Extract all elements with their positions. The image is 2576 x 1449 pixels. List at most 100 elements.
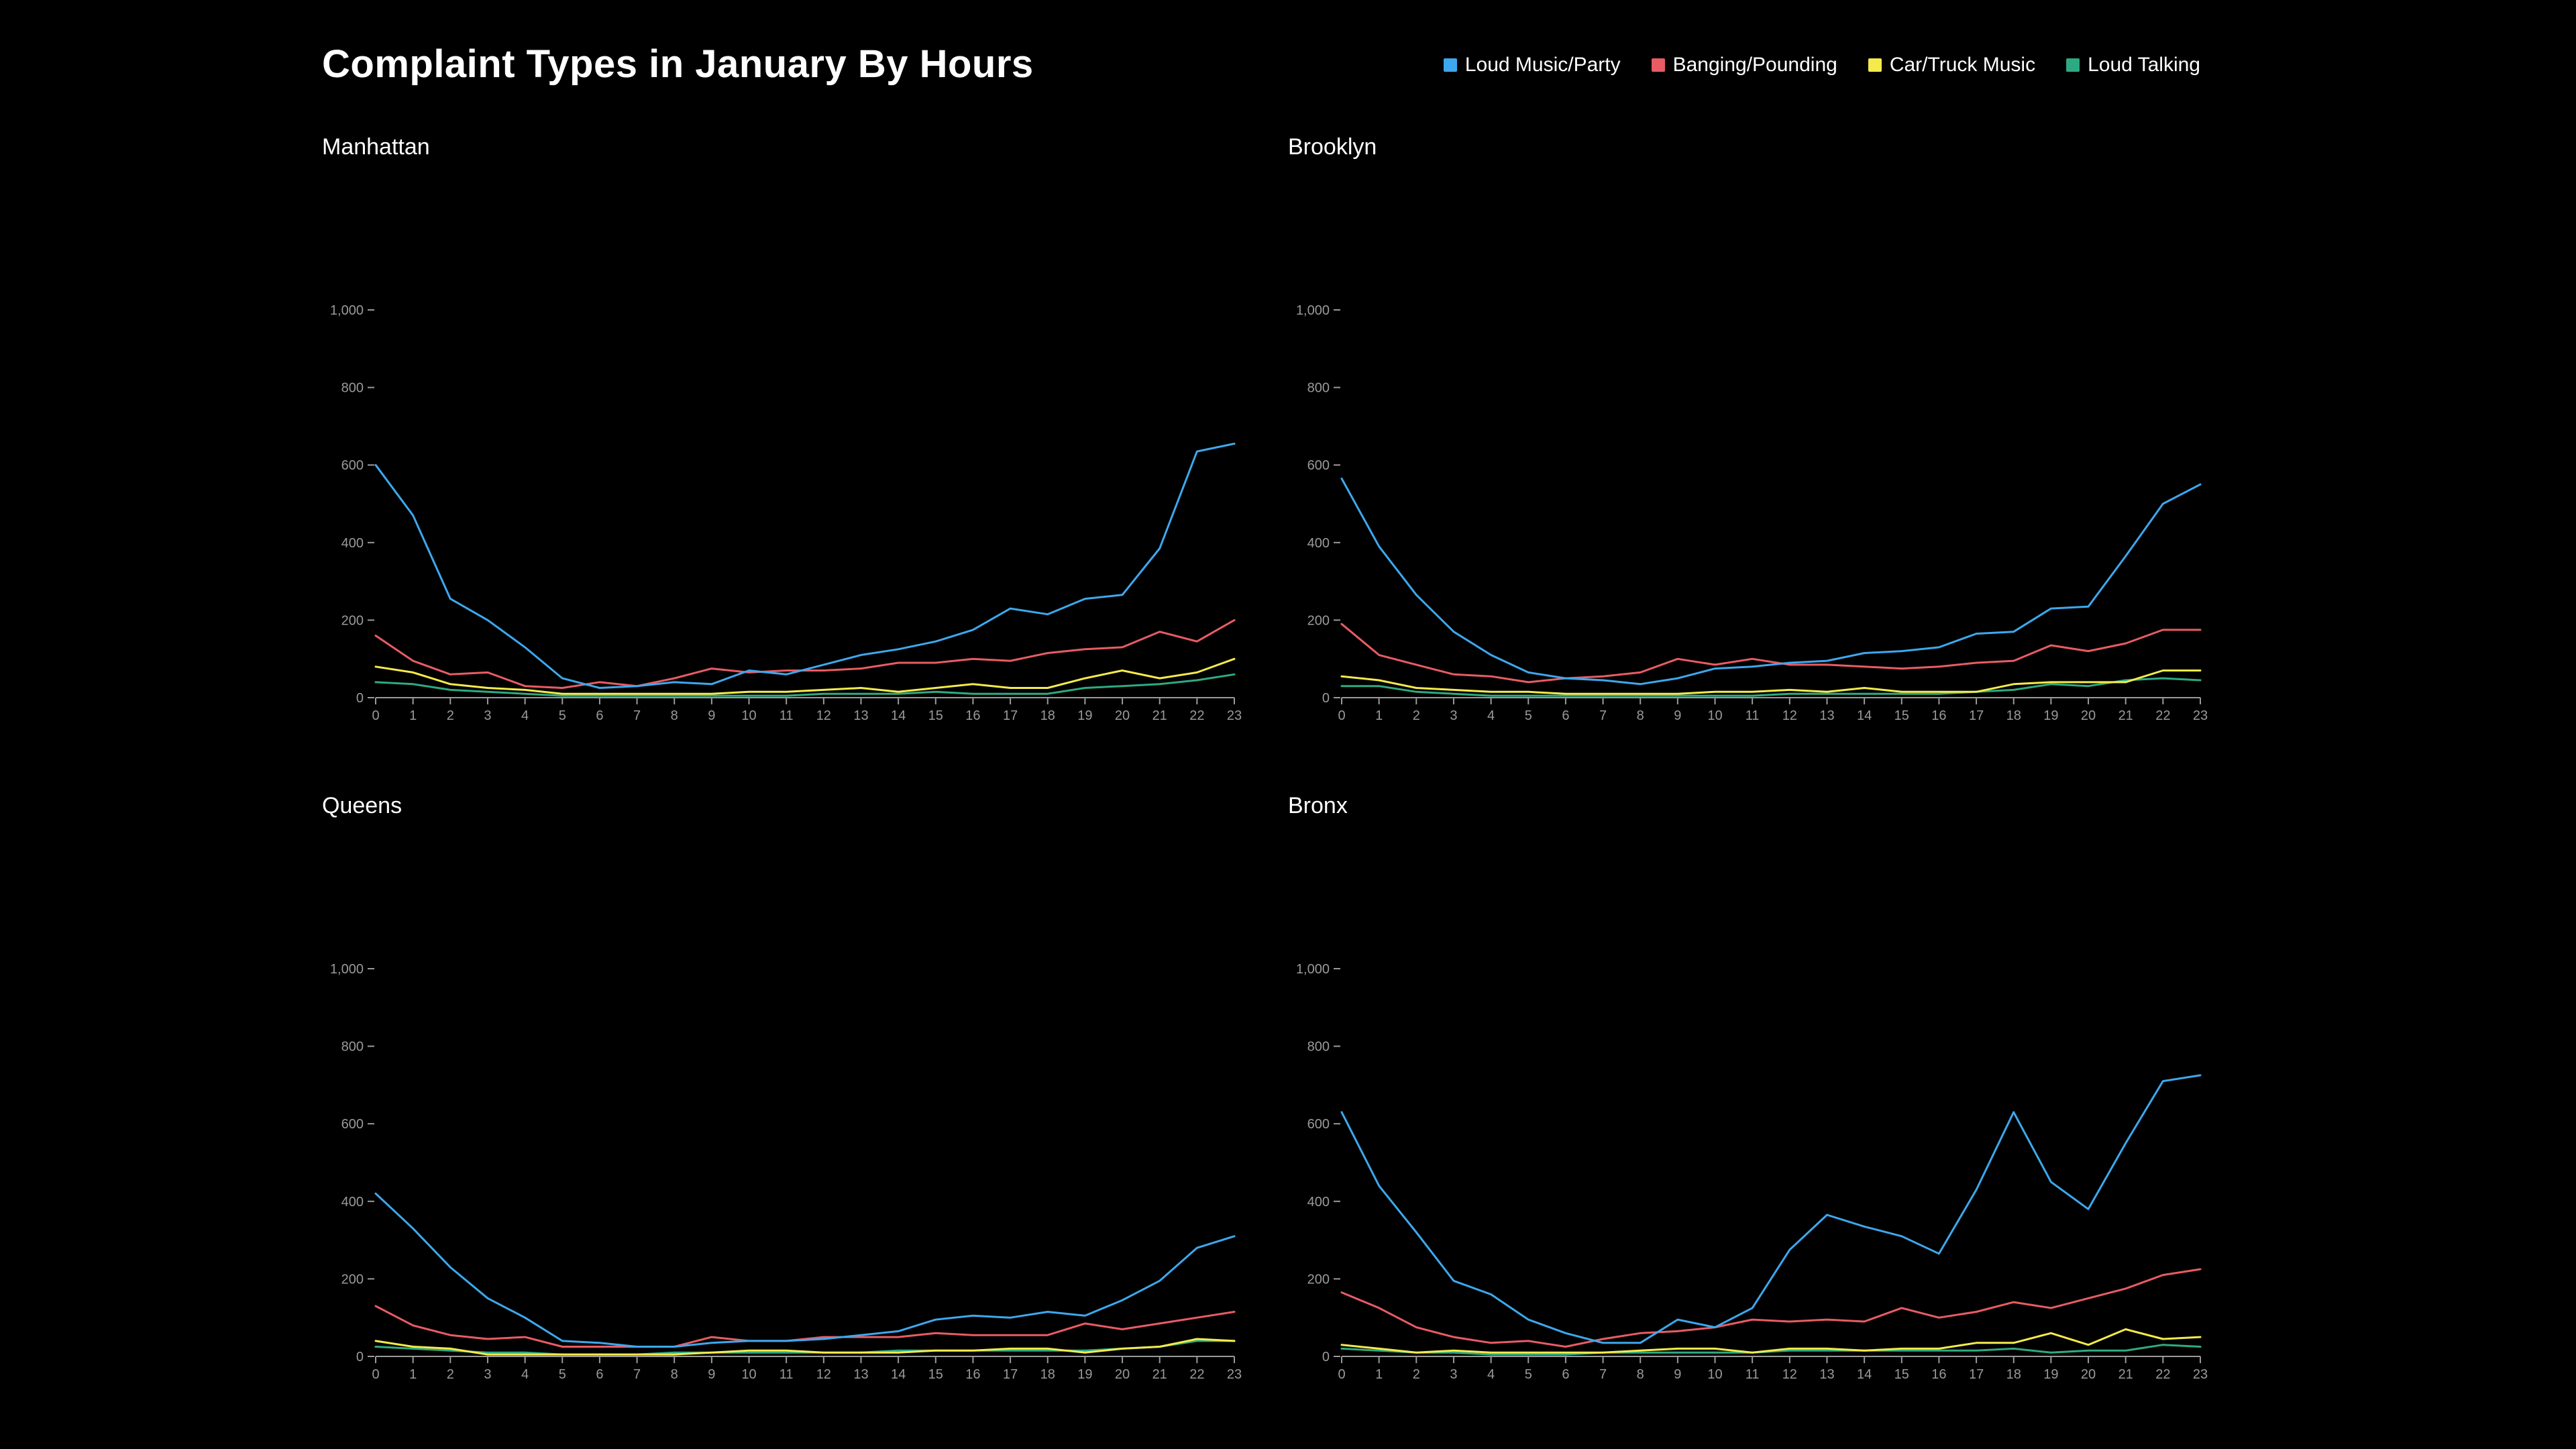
x-tick-label: 10 xyxy=(741,708,756,723)
y-tick-label: 200 xyxy=(1307,1272,1330,1287)
x-tick-label: 20 xyxy=(2081,708,2096,723)
series-line-loud-talking xyxy=(1340,677,2202,697)
x-tick-label: 18 xyxy=(2006,708,2021,723)
x-tick-label: 10 xyxy=(741,1367,756,1382)
y-tick-label: 400 xyxy=(341,536,364,551)
series-line-car-truck-music xyxy=(374,1338,1236,1356)
y-tick-label: 800 xyxy=(341,381,364,396)
series-line-car-truck-music xyxy=(1340,1328,2202,1354)
x-tick-label: 6 xyxy=(1562,708,1569,723)
y-tick-label: 600 xyxy=(341,1117,364,1132)
x-tick-label: 13 xyxy=(853,1367,868,1382)
y-tick-label: 0 xyxy=(1322,1350,1330,1364)
x-tick-label: 14 xyxy=(1857,1367,1872,1382)
x-tick-label: 20 xyxy=(1115,708,1130,723)
x-tick-label: 8 xyxy=(671,1367,678,1382)
y-tick-label: 1,000 xyxy=(330,962,364,977)
x-tick-label: 22 xyxy=(1189,708,1204,723)
x-tick-label: 3 xyxy=(1450,1367,1457,1382)
x-tick-label: 17 xyxy=(1003,708,1018,723)
x-tick-label: 21 xyxy=(2118,708,2133,723)
x-tick-label: 17 xyxy=(1969,708,1984,723)
legend-label-loud-talking: Loud Talking xyxy=(2088,54,2200,76)
panel-title-bronx: Bronx xyxy=(1288,793,1348,818)
x-tick-label: 19 xyxy=(2043,1367,2058,1382)
chart-panel-bronx: Bronx 0 200 400 600 800 1,000 0 1 2 3 4 5 6 7 8 9 10 11 12… xyxy=(1288,793,2254,1397)
x-tick-label: 9 xyxy=(1674,708,1681,723)
series-line-loud-talking xyxy=(374,673,1236,697)
y-tick-label: 200 xyxy=(341,1272,364,1287)
x-tick-label: 16 xyxy=(965,708,980,723)
y-tick-label: 200 xyxy=(1307,613,1330,628)
x-tick-label: 11 xyxy=(780,1367,794,1382)
y-tick-label: 400 xyxy=(341,1195,364,1210)
x-tick-label: 1 xyxy=(1375,708,1383,723)
panel-title-brooklyn: Brooklyn xyxy=(1288,134,1377,160)
x-tick-label: 16 xyxy=(965,1367,980,1382)
x-tick-label: 8 xyxy=(1637,1367,1644,1382)
series-line-loud-music-party xyxy=(374,1192,1236,1348)
x-tick-label: 5 xyxy=(1525,708,1532,723)
y-tick-label: 600 xyxy=(1307,1117,1330,1132)
legend-swatch-car-truck xyxy=(1868,58,1882,72)
x-tick-label: 1 xyxy=(409,708,417,723)
x-tick-label: 19 xyxy=(2043,708,2058,723)
x-tick-label: 2 xyxy=(447,708,454,723)
x-tick-label: 9 xyxy=(708,708,715,723)
x-tick-label: 4 xyxy=(1487,708,1495,723)
y-tick-label: 0 xyxy=(356,691,364,706)
x-tick-label: 18 xyxy=(1040,1367,1055,1382)
x-tick-label: 5 xyxy=(559,708,566,723)
y-tick-label: 1,000 xyxy=(330,303,364,318)
x-tick-label: 22 xyxy=(2155,708,2170,723)
series-line-loud-music-party xyxy=(1340,1074,2202,1344)
x-tick-label: 3 xyxy=(484,708,491,723)
y-tick-label: 1,000 xyxy=(1296,303,1330,318)
x-tick-label: 11 xyxy=(1746,708,1760,723)
x-tick-label: 2 xyxy=(1413,708,1420,723)
x-tick-label: 20 xyxy=(1115,1367,1130,1382)
x-tick-label: 15 xyxy=(928,708,943,723)
chart-panel-manhattan: Manhattan 0 200 400 600 800 1,000 0 1 2 3 4 5 6 7 8 9 10… xyxy=(322,134,1288,738)
panel-title-queens: Queens xyxy=(322,793,402,818)
x-tick-label: 17 xyxy=(1969,1367,1984,1382)
x-tick-label: 2 xyxy=(1413,1367,1420,1382)
x-tick-label: 21 xyxy=(1152,708,1167,723)
legend-item-banging: Banging/Pounding xyxy=(1651,54,1837,76)
x-tick-label: 15 xyxy=(1894,1367,1909,1382)
y-tick-label: 0 xyxy=(1322,691,1330,706)
x-tick-label: 0 xyxy=(1338,708,1345,723)
x-tick-label: 12 xyxy=(816,708,831,723)
x-tick-label: 18 xyxy=(2006,1367,2021,1382)
x-tick-label: 20 xyxy=(2081,1367,2096,1382)
x-tick-label: 5 xyxy=(559,1367,566,1382)
x-tick-label: 4 xyxy=(521,1367,529,1382)
x-tick-label: 21 xyxy=(2118,1367,2133,1382)
x-tick-label: 6 xyxy=(596,708,603,723)
legend-label-loud-music: Loud Music/Party xyxy=(1464,54,1621,76)
x-tick-label: 23 xyxy=(1227,1367,1242,1382)
series-line-loud-music-party xyxy=(1340,477,2202,686)
legend-swatch-banging xyxy=(1651,58,1665,72)
x-tick-label: 15 xyxy=(928,1367,943,1382)
legend-item-loud-talking: Loud Talking xyxy=(2066,54,2200,76)
x-tick-label: 15 xyxy=(1894,708,1909,723)
series-line-car-truck-music xyxy=(374,657,1236,695)
legend: Loud Music/Party Banging/Pounding Car/Tr… xyxy=(1443,54,2200,76)
x-tick-label: 21 xyxy=(1152,1367,1167,1382)
x-tick-label: 13 xyxy=(853,708,868,723)
legend-item-car-truck: Car/Truck Music xyxy=(1868,54,2035,76)
y-tick-label: 600 xyxy=(1307,458,1330,473)
x-tick-label: 19 xyxy=(1077,708,1092,723)
x-tick-label: 6 xyxy=(596,1367,603,1382)
x-tick-label: 11 xyxy=(1746,1367,1760,1382)
x-tick-label: 7 xyxy=(633,1367,641,1382)
y-tick-label: 0 xyxy=(356,1350,364,1364)
x-tick-label: 4 xyxy=(1487,1367,1495,1382)
x-tick-label: 3 xyxy=(1450,708,1457,723)
series-line-loud-music-party xyxy=(374,442,1236,689)
